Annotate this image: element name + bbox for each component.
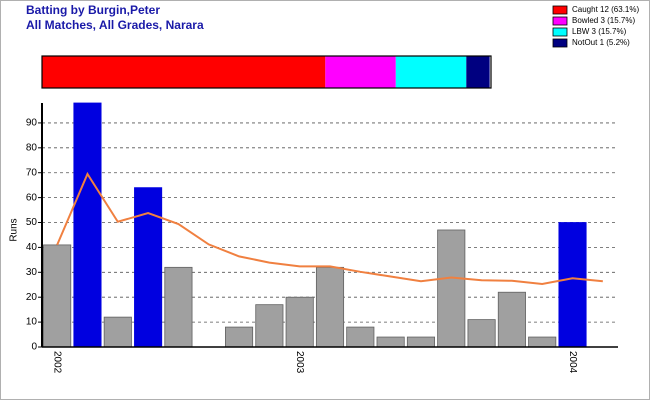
average-line — [56, 171, 603, 286]
bar — [103, 316, 132, 348]
y-tick-label: 70 — [26, 167, 38, 178]
bar — [225, 326, 254, 348]
bar — [406, 336, 435, 348]
bar — [285, 296, 314, 348]
legend-swatch — [552, 27, 568, 37]
bar — [134, 187, 163, 348]
legend-swatch — [552, 5, 568, 15]
legend-swatch — [552, 38, 568, 48]
legend-label: LBW 3 (15.7%) — [572, 27, 627, 36]
dismissal-segment — [466, 56, 490, 88]
y-tick-label: 60 — [26, 192, 38, 203]
x-tick-label: 2003 — [294, 351, 305, 374]
y-tick-label: 80 — [26, 142, 38, 153]
legend-label: NotOut 1 (5.2%) — [572, 38, 630, 47]
bar — [558, 222, 587, 348]
legend-swatch — [552, 16, 568, 26]
y-tick-label: 50 — [26, 217, 38, 228]
dismissal-segment — [325, 56, 396, 88]
y-tick-label: 40 — [26, 242, 38, 253]
legend-label: Bowled 3 (15.7%) — [572, 16, 635, 25]
dismissal-segment — [395, 56, 467, 88]
bar — [467, 319, 496, 348]
chart-title: Batting by Burgin,Peter — [26, 3, 160, 17]
bar — [437, 229, 466, 348]
bar — [497, 291, 526, 348]
bar — [43, 244, 72, 348]
x-tick-label: 2004 — [567, 351, 578, 374]
legend-label: Caught 12 (63.1%) — [572, 5, 639, 14]
x-tick-label: 2002 — [52, 351, 63, 374]
dismissal-segment — [42, 56, 326, 88]
y-tick-label: 0 — [31, 342, 37, 353]
bar — [346, 326, 375, 348]
dismissal-border — [41, 55, 492, 89]
bar — [164, 266, 193, 348]
bar — [315, 266, 345, 348]
y-tick-label: 20 — [26, 292, 38, 303]
y-tick-label: 10 — [26, 317, 38, 328]
bar — [73, 102, 102, 348]
chart-subtitle: All Matches, All Grades, Narara — [26, 18, 204, 32]
bar — [528, 336, 557, 348]
y-tick-label: 90 — [26, 118, 38, 129]
bar — [376, 336, 405, 348]
bar — [255, 304, 284, 348]
y-axis-label: Runs — [9, 218, 20, 241]
y-tick-label: 30 — [26, 267, 38, 278]
